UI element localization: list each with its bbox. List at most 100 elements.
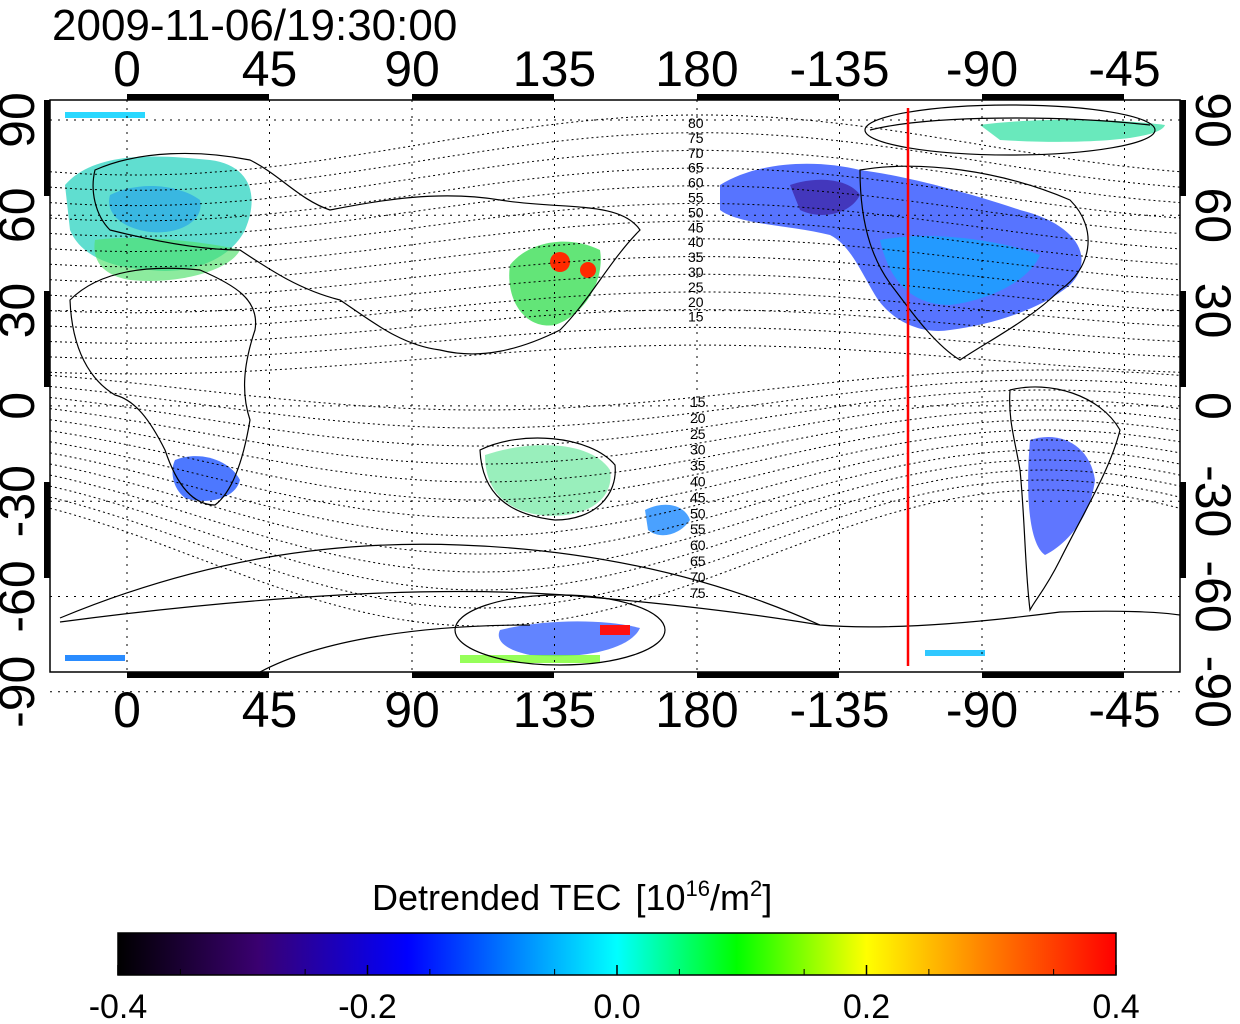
axis-bar-top-3	[697, 94, 839, 100]
latitude-tick-right: -30	[1185, 465, 1240, 537]
colorbar-unit-exponent: 16	[686, 876, 710, 901]
tec-band-antarctica	[460, 655, 600, 663]
contour-south	[50, 369, 1180, 411]
latitude-tick-left: 90	[0, 92, 45, 148]
latitude-tick-left: -30	[0, 465, 45, 537]
contour-label-south: 60	[690, 537, 706, 553]
tec-region-australia	[485, 445, 611, 516]
coastline-eurasia	[92, 152, 641, 355]
latitude-tick-left: 0	[0, 392, 45, 420]
contour-south	[50, 439, 1180, 537]
contour-label-north: 50	[688, 204, 704, 220]
coastline-antarctica	[59, 590, 1180, 628]
contour-label-south: 35	[690, 458, 706, 474]
magnetic-contours	[50, 114, 1180, 627]
coastline-south-america	[1009, 386, 1121, 613]
longitude-tick-top: 180	[655, 41, 738, 97]
contour-south	[50, 419, 1180, 501]
axis-bar-top-2	[412, 94, 554, 100]
longitude-tick-top: -45	[1088, 41, 1160, 97]
latitude-tick-left: 60	[0, 187, 45, 243]
contour-label-north: 45	[688, 219, 704, 235]
latitude-tick-right: -60	[1185, 560, 1240, 632]
tec-band-south-west	[65, 655, 125, 661]
contour-north	[50, 149, 1180, 207]
contour-label-north: 30	[688, 264, 704, 280]
latitude-tick-right: 60	[1185, 187, 1240, 243]
contour-label-north: 70	[688, 145, 704, 161]
colorbar-ticks: -0.4 -0.2 0.0 0.2 0.4	[89, 965, 1140, 1024]
colorbar-title: Detrended TEC [1016/m2]	[372, 876, 772, 918]
tec-region-north-america-core	[880, 235, 1040, 305]
longitude-tick-top: -90	[946, 41, 1018, 97]
contour-label-south: 50	[690, 505, 706, 521]
longitude-tick-bottom: 0	[113, 682, 141, 738]
contour-labels: 8075706560555045403530252015152025303540…	[688, 115, 706, 601]
longitude-tick-bottom: -45	[1088, 682, 1160, 738]
contour-south	[50, 399, 1180, 465]
tec-region-japan	[509, 241, 601, 326]
longitude-tick-top: 135	[513, 41, 596, 97]
colorbar-tick-label: 0.4	[1092, 988, 1139, 1024]
latitude-tick-right: 90	[1185, 92, 1240, 148]
tec-hotspot-antarctica	[600, 625, 630, 635]
longitude-tick-top: 45	[242, 41, 298, 97]
colorbar-tick-label: -0.2	[338, 988, 397, 1024]
magnetic-contours-solid	[59, 104, 1156, 672]
tec-region-southern-africa	[172, 456, 240, 501]
tec-region-south-america	[1028, 436, 1095, 555]
contour-label-north: 75	[688, 130, 704, 146]
contour-label-north: 15	[688, 309, 704, 325]
longitude-tick-bottom: 45	[242, 682, 298, 738]
longitude-tick-bottom: -90	[946, 682, 1018, 738]
contour-north	[50, 167, 1180, 222]
longitude-tick-bottom: 180	[655, 682, 738, 738]
axis-bar-bottom-1	[127, 672, 269, 678]
contour-label-south: 40	[690, 474, 706, 490]
contour-label-north: 25	[688, 279, 704, 295]
colorbar-tick-label: 0.0	[593, 988, 640, 1024]
longitude-ticks-bottom: 0 45 90 135 180 -135 -90 -45	[113, 682, 1161, 738]
longitude-ticks-top: 0 45 90 135 180 -135 -90 -45	[113, 41, 1161, 97]
longitude-tick-bottom: 90	[384, 682, 440, 738]
contour-north	[50, 273, 1180, 314]
contour-south	[50, 409, 1180, 483]
contour-label-south: 55	[690, 521, 706, 537]
colorbar-title-text: Detrended TEC	[372, 877, 621, 918]
axis-bar-bottom-2	[412, 672, 554, 678]
contour-north	[50, 344, 1180, 375]
contour-north	[50, 256, 1180, 298]
contour-south	[50, 389, 1180, 447]
contour-south	[50, 459, 1180, 573]
contour-label-north: 20	[688, 294, 704, 310]
tec-region-europe-south	[94, 238, 240, 281]
contour-label-north: 65	[688, 160, 704, 176]
contour-label-south: 30	[690, 442, 706, 458]
tec-region-arctic	[980, 119, 1165, 142]
colorbar-unit-end: ]	[762, 877, 772, 918]
coastline-africa	[69, 267, 257, 506]
latitude-tick-left: 30	[0, 283, 45, 339]
colorbar-tick-label: 0.2	[843, 988, 890, 1024]
latitude-tick-right: -90	[1185, 656, 1240, 728]
contour-label-north: 80	[688, 115, 704, 131]
axis-bar-right-1	[1180, 100, 1186, 196]
contour-north	[50, 220, 1180, 268]
longitude-tick-bottom: -135	[789, 682, 889, 738]
axis-bar-right-3	[1180, 482, 1186, 578]
axis-bar-bottom-4	[982, 672, 1124, 678]
axis-bar-top-4	[982, 94, 1124, 100]
coastlines	[59, 117, 1180, 628]
contour-solid-south-2	[259, 624, 531, 672]
axis-bar-bottom-3	[697, 672, 839, 678]
contour-north	[50, 291, 1180, 329]
latitude-tick-right: 0	[1185, 392, 1240, 420]
latitude-ticks-right: 90 60 30 0 -30 -60 -90	[1185, 92, 1240, 728]
longitude-tick-top: -135	[789, 41, 889, 97]
contour-label-north: 40	[688, 234, 704, 250]
contour-label-south: 70	[690, 569, 706, 585]
contour-solid-north-pole	[864, 104, 1156, 156]
contour-label-north: 35	[688, 249, 704, 265]
coastline-north-america	[859, 165, 1089, 361]
